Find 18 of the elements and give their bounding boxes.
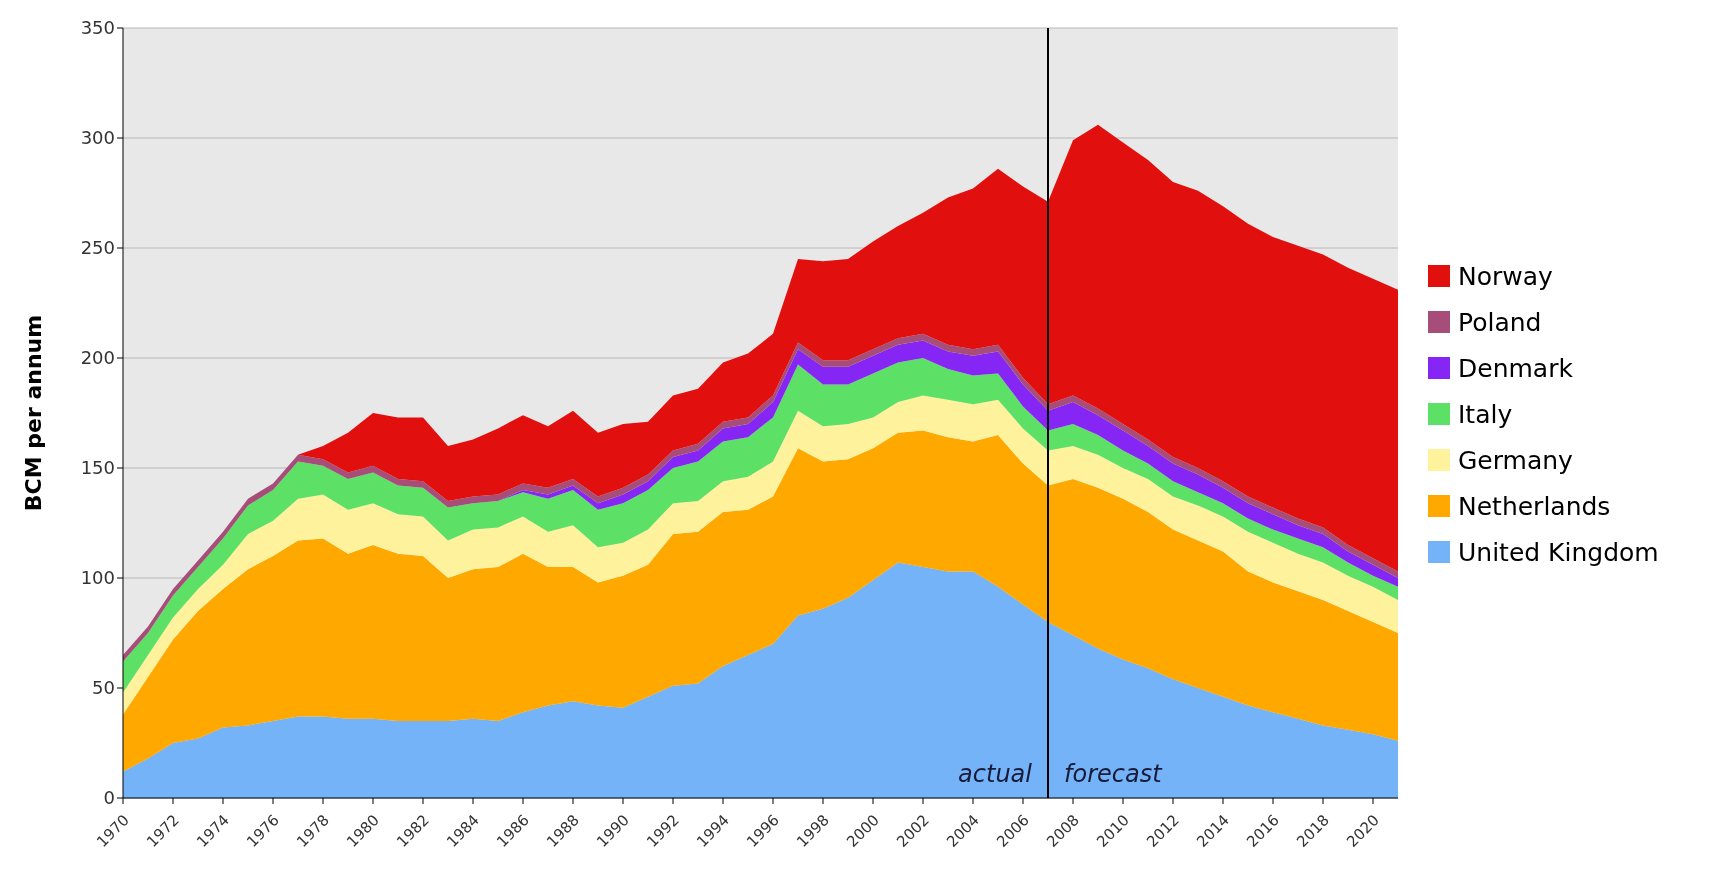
y-tick-label: 250 [80, 237, 115, 259]
legend-label: Poland [1458, 307, 1542, 337]
y-tick-label: 50 [92, 677, 115, 699]
y-axis-title: BCM per annum [20, 314, 46, 512]
legend-label: Netherlands [1458, 491, 1611, 521]
y-tick-label: 350 [80, 17, 115, 39]
y-tick-label: 150 [80, 457, 115, 479]
y-tick-label: 300 [80, 127, 115, 149]
legend-label: United Kingdom [1458, 537, 1659, 567]
legend-label: Denmark [1458, 353, 1573, 383]
annotation: forecast [1064, 760, 1164, 788]
y-tick-label: 200 [80, 347, 115, 369]
y-tick-label: 100 [80, 567, 115, 589]
legend-label: Norway [1458, 261, 1553, 291]
legend-label: Germany [1458, 445, 1573, 475]
legend-label: Italy [1458, 399, 1513, 429]
annotation: actual [958, 760, 1033, 788]
y-tick-label: 0 [103, 787, 115, 809]
